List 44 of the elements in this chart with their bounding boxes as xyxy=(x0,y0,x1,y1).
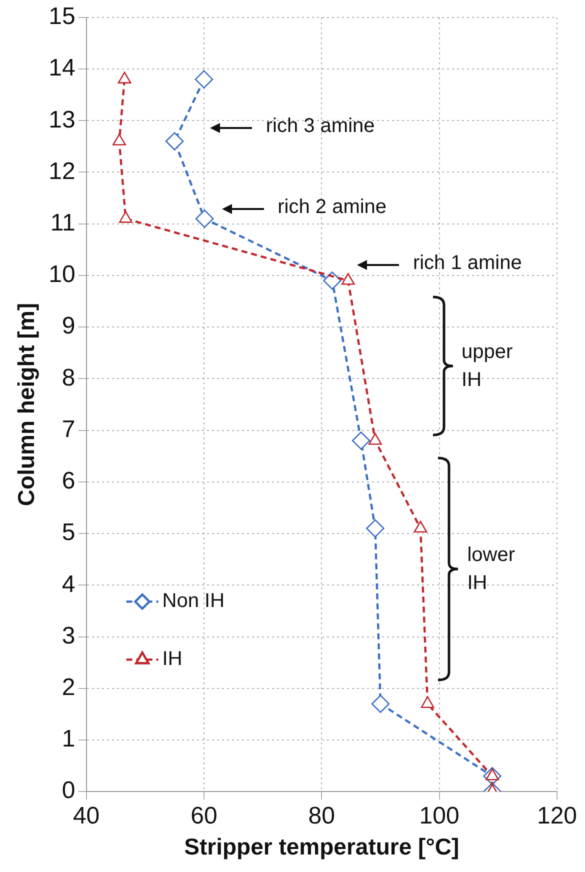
point xyxy=(352,431,370,450)
y-tick-label: 15 xyxy=(48,3,76,30)
point xyxy=(194,70,214,88)
x-axis-title: Stripper temperature [°C] xyxy=(184,834,460,860)
point xyxy=(366,519,384,538)
legend-label: Non IH xyxy=(162,590,225,612)
y-tick-label: 10 xyxy=(48,261,76,288)
point xyxy=(112,134,126,146)
y-tick-label: 3 xyxy=(62,622,76,650)
y-tick-label: 12 xyxy=(48,158,76,185)
x-tick-label: 40 xyxy=(72,802,100,830)
y-tick-label: 8 xyxy=(62,364,76,392)
point xyxy=(119,211,132,223)
annotation: rich 2 amine xyxy=(278,194,387,220)
y-tick-label: 14 xyxy=(48,54,76,82)
x-tick-label: 60 xyxy=(190,802,218,830)
y-tick-label: 11 xyxy=(50,209,76,236)
y-tick-label: 13 xyxy=(48,106,76,134)
annotation: rich 3 amine xyxy=(266,114,375,140)
x-tick-label: 80 xyxy=(308,802,335,830)
point xyxy=(414,520,428,533)
point xyxy=(118,72,132,84)
y-tick-label: 9 xyxy=(62,312,76,340)
y-tick-label: 4 xyxy=(62,570,76,598)
x-tick-label: 100 xyxy=(419,802,460,830)
y-tick-label: 7 xyxy=(62,416,76,443)
y-tick-label: 5 xyxy=(62,519,76,546)
point xyxy=(371,694,390,714)
y-tick-label: 2 xyxy=(62,674,76,701)
x-tick-label: 120 xyxy=(536,802,578,830)
point xyxy=(165,132,184,150)
y-tick-label: 0 xyxy=(62,777,76,804)
annotation: lower IH xyxy=(467,543,516,596)
annotation: rich 1 amine xyxy=(412,251,522,276)
point xyxy=(341,272,355,285)
y-axis-title: Column height [m] xyxy=(13,302,40,506)
y-tick-label: 6 xyxy=(62,468,76,495)
point xyxy=(368,432,382,445)
point xyxy=(420,696,434,708)
legend-label: IH xyxy=(162,648,182,670)
y-tick-label: 1 xyxy=(62,726,76,753)
point xyxy=(323,271,342,290)
point xyxy=(195,210,214,228)
annotation: upper IH xyxy=(462,340,514,393)
